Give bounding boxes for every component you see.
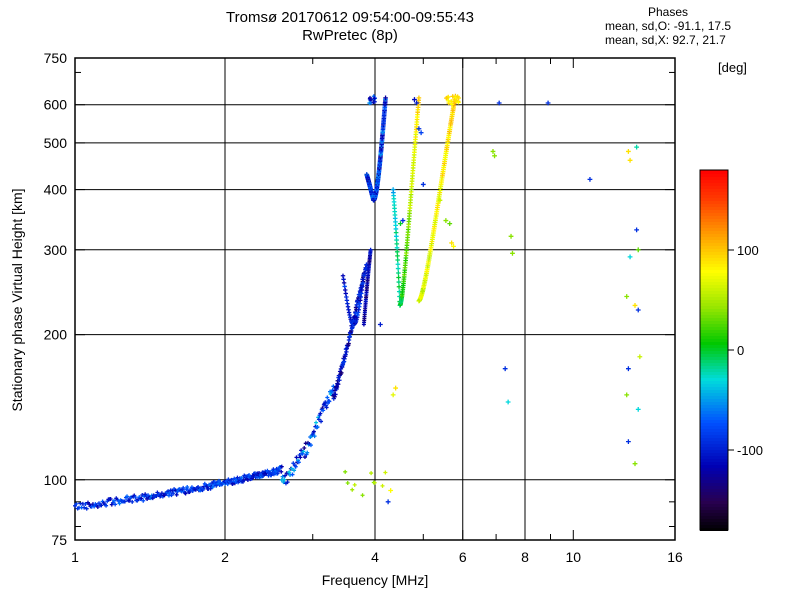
svg-text:400: 400 xyxy=(44,182,68,198)
svg-text:16: 16 xyxy=(667,549,683,565)
svg-text:100: 100 xyxy=(44,472,68,488)
phase-line-x: mean, sd,X: 92.7, 21.7 xyxy=(605,33,726,47)
svg-text:100: 100 xyxy=(737,243,759,258)
svg-text:-100: -100 xyxy=(737,443,763,458)
svg-text:75: 75 xyxy=(51,532,67,548)
svg-text:10: 10 xyxy=(566,549,582,565)
phase-header: Phases xyxy=(648,5,688,19)
svg-text:500: 500 xyxy=(44,135,68,151)
svg-text:4: 4 xyxy=(371,549,379,565)
svg-text:300: 300 xyxy=(44,242,68,258)
chart-title-line2: RwPretec (8p) xyxy=(302,27,398,44)
ionogram-chart: Tromsø 20170612 09:54:00-09:55:43 RwPret… xyxy=(0,0,800,600)
y-axis-label: Stationary phase Virtual Height [km] xyxy=(9,188,25,411)
x-axis-label: Frequency [MHz] xyxy=(322,572,429,588)
svg-text:1: 1 xyxy=(71,549,79,565)
svg-text:6: 6 xyxy=(459,549,467,565)
svg-text:200: 200 xyxy=(44,327,68,343)
chart-title-line1: Tromsø 20170612 09:54:00-09:55:43 xyxy=(226,9,474,26)
svg-text:2: 2 xyxy=(221,549,229,565)
svg-text:750: 750 xyxy=(44,50,68,66)
phase-line-o: mean, sd,O: -91.1, 17.5 xyxy=(605,19,731,33)
colorbar xyxy=(700,170,728,531)
svg-text:600: 600 xyxy=(44,97,68,113)
svg-text:0: 0 xyxy=(737,343,744,358)
svg-text:8: 8 xyxy=(521,549,529,565)
colorbar-label: [deg] xyxy=(718,60,747,75)
